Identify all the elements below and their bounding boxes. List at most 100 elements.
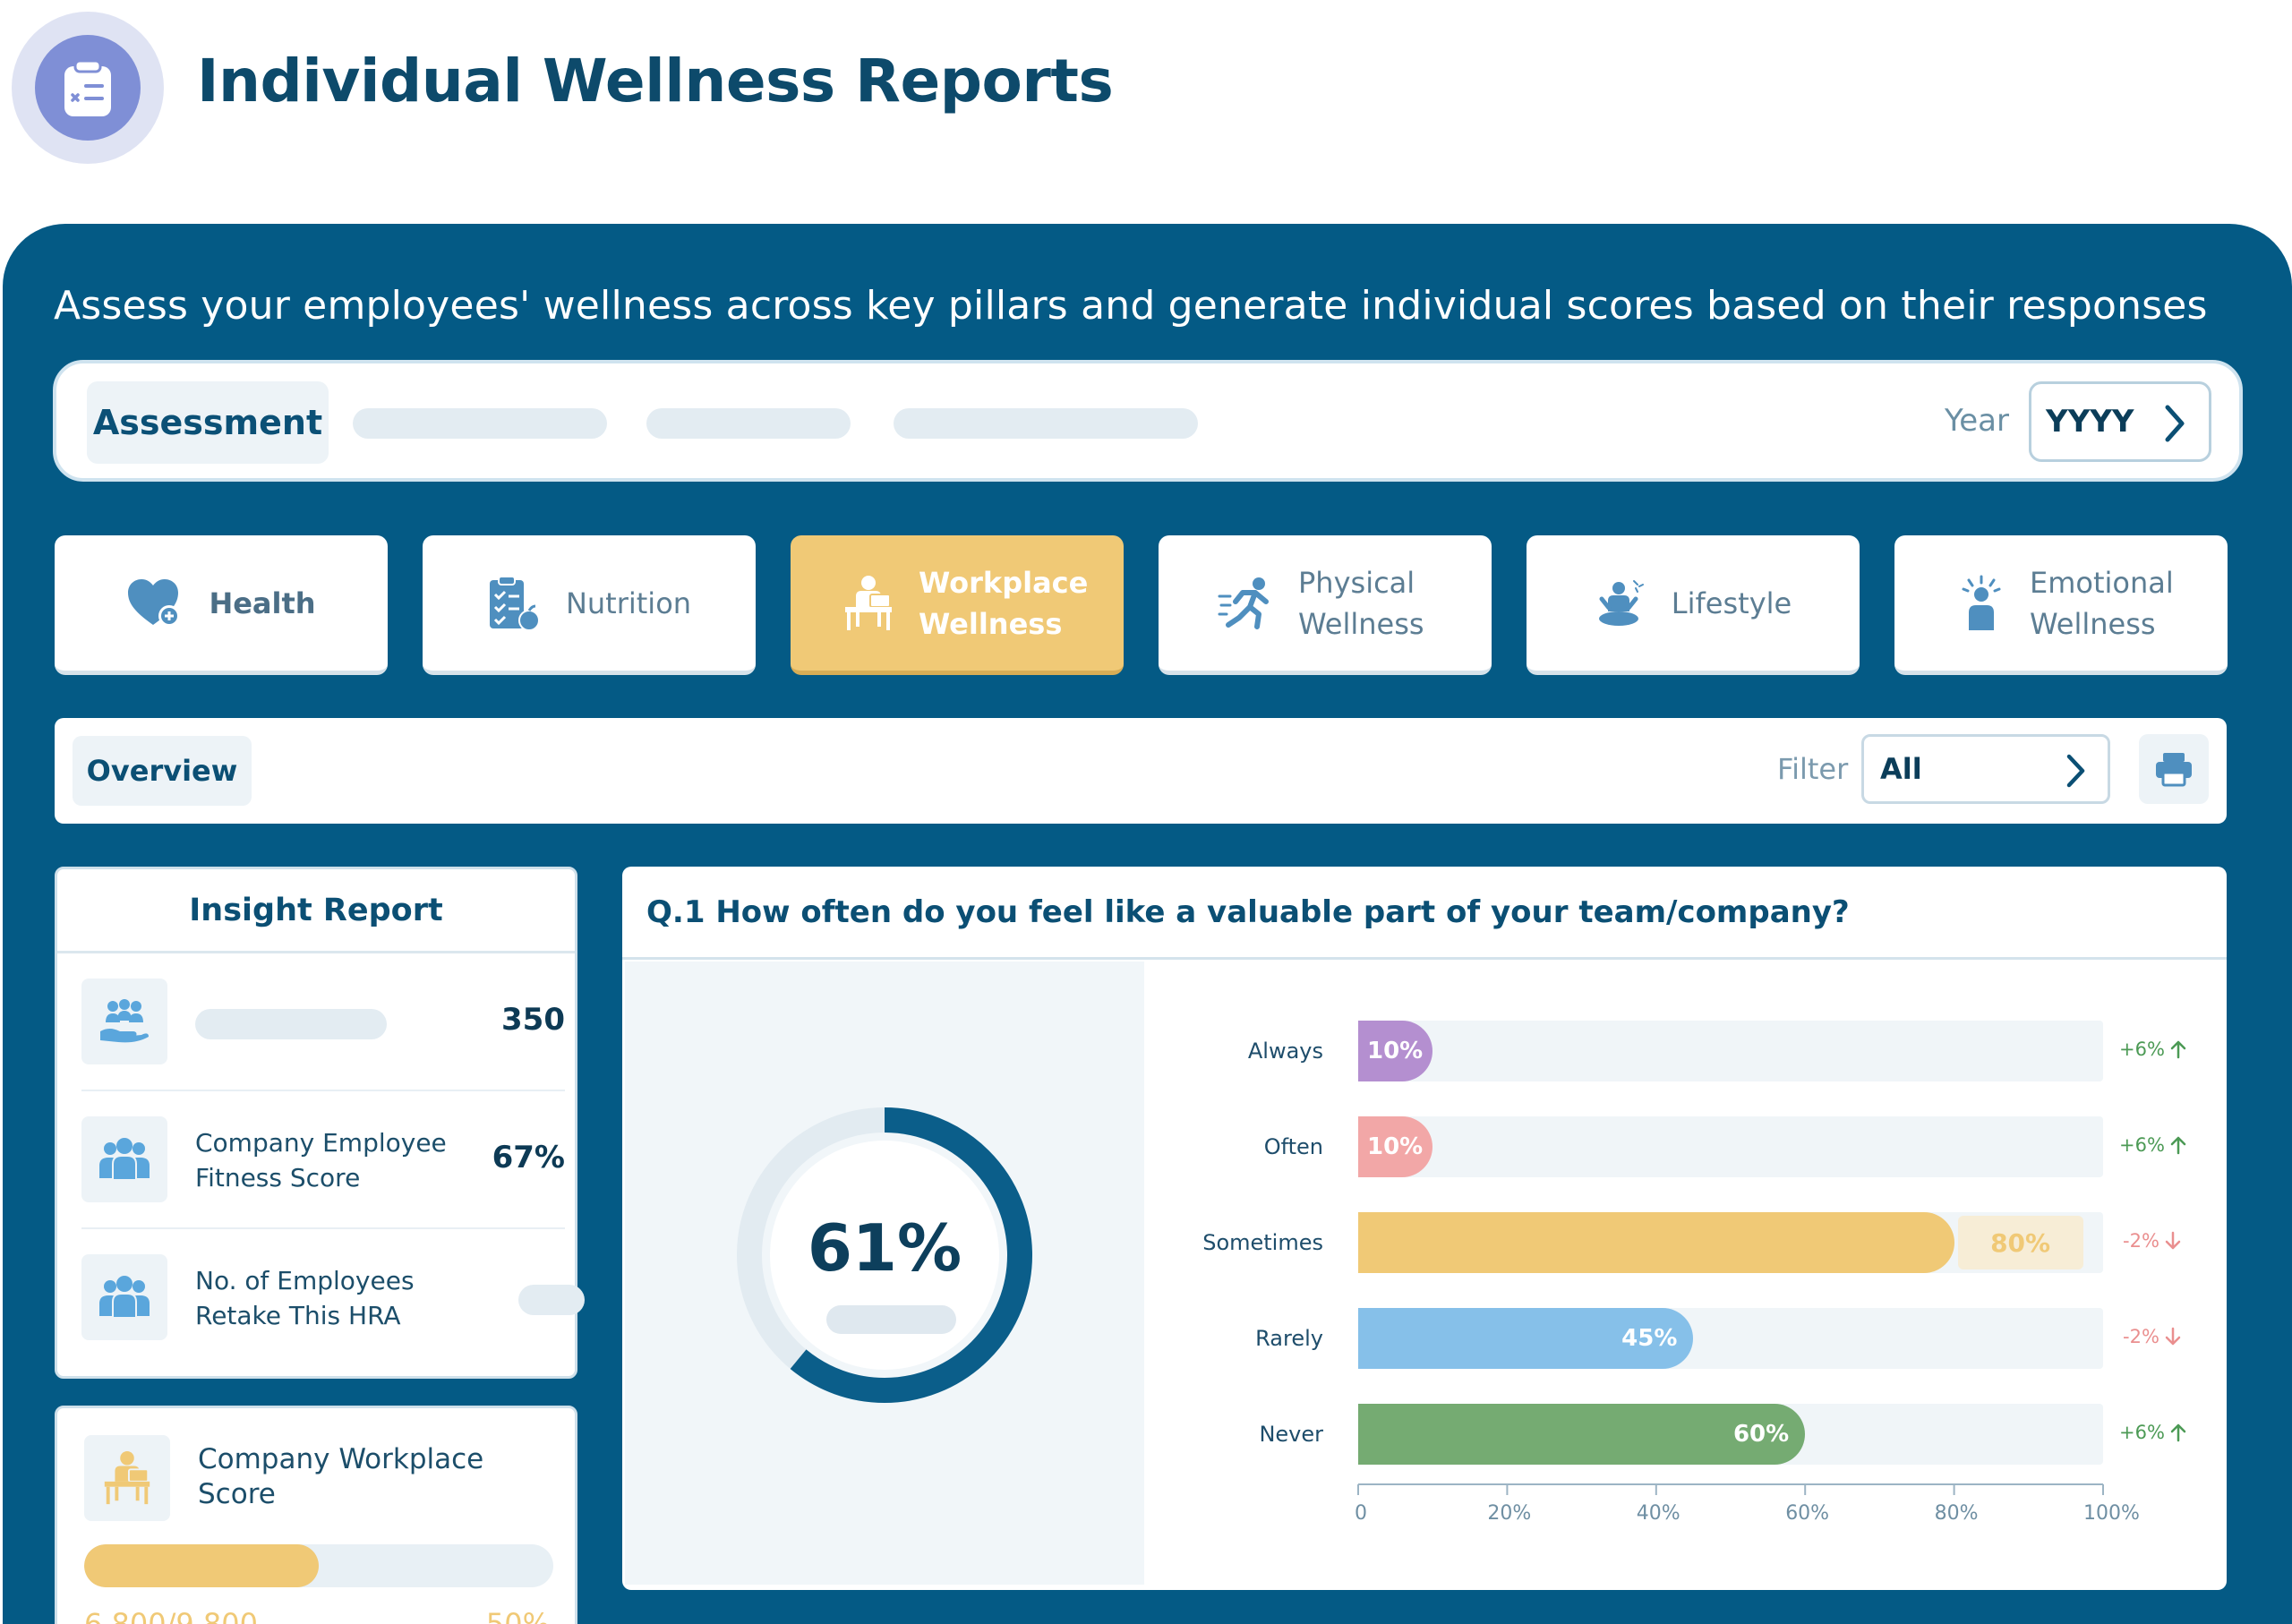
overall-percent: 61% (807, 1210, 962, 1286)
insight-value: 350 (501, 1002, 565, 1038)
response-bar-chart: Always 10% +6% Often 10% +6% Sometimes 80% -2% Ra… (622, 867, 2227, 1590)
change-value: -2% (2123, 1230, 2159, 1252)
bar-value-label: 45% (1621, 1325, 1678, 1352)
bar-value-label: 80% (1957, 1216, 2083, 1269)
desk-worker-icon (84, 1435, 170, 1521)
tab-label: Nutrition (565, 585, 692, 620)
bar-track (1358, 1021, 2103, 1081)
insight-report-card: Insight Report 350 Company Employee Fitn… (55, 867, 585, 1379)
workplace-score-value: 6,800/9,800 (84, 1607, 258, 1624)
change-value: +6% (2119, 1422, 2165, 1443)
desk-worker-icon (845, 575, 892, 630)
bar-value-label: 10% (1367, 1133, 1424, 1160)
page-title: Individual Wellness Reports (197, 47, 1114, 115)
tab-label: Emotional Wellness (2030, 565, 2174, 641)
insight-label: Company Employee Fitness Score (195, 1128, 447, 1192)
bar-change-indicator: -2% (2123, 1326, 2181, 1347)
placeholder-tab[interactable] (353, 408, 607, 439)
change-value: -2% (2123, 1326, 2159, 1347)
tab-nutrition[interactable]: Nutrition (423, 535, 756, 675)
people-group-icon (81, 1116, 167, 1202)
x-tick-label: 100% (2083, 1502, 2140, 1525)
panel-description: Assess your employees' wellness across k… (54, 283, 2208, 329)
bar-change-indicator: +6% (2119, 1134, 2186, 1156)
filter-label: Filter (1777, 752, 1849, 786)
x-axis (1357, 1483, 2104, 1495)
progress-fill (84, 1544, 319, 1587)
label-placeholder (195, 1009, 387, 1039)
chevron-right-icon (2066, 754, 2085, 788)
overview-bar: Overview Filter All (55, 718, 2227, 824)
tab-label: Workplace Wellness (919, 565, 1089, 641)
year-select[interactable]: YYYY (2029, 381, 2211, 462)
bar-change-indicator: +6% (2119, 1039, 2186, 1060)
insight-value: 67% (492, 1140, 565, 1175)
arrow-down-icon (2165, 1327, 2181, 1346)
bar-never[interactable]: 60% (1358, 1404, 1806, 1465)
arrow-up-icon (2170, 1040, 2186, 1059)
meditation-icon (1598, 579, 1644, 626)
question-card: Q.1 How often do you feel like a valuabl… (622, 867, 2227, 1590)
people-group-icon (81, 1254, 167, 1340)
bar-often[interactable]: 10% (1358, 1116, 1433, 1177)
workplace-score-card: Company Workplace Score 6,800/9,800 50% (55, 1406, 577, 1624)
checklist-apple-icon (489, 575, 540, 631)
x-tick-label: 40% (1636, 1502, 1681, 1525)
arrow-up-icon (2170, 1136, 2186, 1155)
bar-change-indicator: -2% (2123, 1230, 2181, 1252)
tab-physical-wellness[interactable]: Physical Wellness (1159, 535, 1492, 675)
bar-category-label: Always (1247, 1039, 1323, 1064)
year-value: YYYY (2046, 404, 2134, 440)
x-tick-label: 80% (1934, 1502, 1979, 1525)
assessment-bar: Assessment Year YYYY (53, 360, 2243, 482)
x-tick-label: 0 (1355, 1502, 1367, 1525)
tab-overview[interactable]: Overview (73, 736, 252, 806)
workplace-score-title: Company Workplace Score (198, 1443, 484, 1510)
insight-row: No. of Employees Retake This HRA (81, 1229, 585, 1367)
tab-label: Health (209, 585, 316, 620)
heart-plus-icon (128, 578, 181, 627)
question-title: Q.1 How often do you feel like a valuabl… (622, 867, 2227, 960)
bar-change-indicator: +6% (2119, 1422, 2186, 1443)
tab-emotional-wellness[interactable]: Emotional Wellness (1894, 535, 2228, 675)
placeholder-tab[interactable] (894, 408, 1198, 439)
tab-health[interactable]: Health (55, 535, 388, 675)
change-value: +6% (2119, 1134, 2165, 1156)
bar-always[interactable]: 10% (1358, 1021, 1433, 1081)
placeholder-tab[interactable] (646, 408, 851, 439)
bar-value-label: 60% (1732, 1421, 1790, 1448)
chevron-right-icon (2165, 405, 2185, 442)
hand-people-icon (81, 979, 167, 1064)
tab-label: Physical Wellness (1298, 565, 1424, 641)
tab-assessment[interactable]: Assessment (87, 381, 329, 464)
filter-value: All (1880, 752, 1922, 786)
bar-sometimes[interactable] (1358, 1212, 1954, 1273)
donut-pane: 61% (625, 962, 1144, 1585)
bar-rarely[interactable]: 45% (1358, 1308, 1694, 1369)
year-label: Year (1945, 403, 2009, 439)
tab-lifestyle[interactable]: Lifestyle (1527, 535, 1860, 675)
tab-label: Lifestyle (1671, 585, 1792, 620)
app-header: Individual Wellness Reports (0, 0, 2292, 188)
bar-category-label: Sometimes (1202, 1230, 1323, 1255)
bar-value-label: 10% (1367, 1038, 1424, 1064)
bar-category-label: Rarely (1255, 1326, 1323, 1351)
printer-icon (2156, 753, 2192, 787)
arrow-down-icon (2165, 1231, 2181, 1250)
change-value: +6% (2119, 1039, 2165, 1060)
filter-select[interactable]: All (1861, 734, 2110, 804)
bar-track (1358, 1116, 2103, 1177)
x-tick-label: 60% (1785, 1502, 1830, 1525)
insight-row: 350 (81, 953, 565, 1091)
stressed-person-icon (1962, 575, 2001, 630)
x-tick-label: 20% (1487, 1502, 1532, 1525)
clipboard-checklist-icon (12, 12, 164, 164)
donut-label-placeholder (826, 1305, 956, 1334)
arrow-up-icon (2170, 1423, 2186, 1442)
print-button[interactable] (2139, 734, 2209, 804)
workplace-score-percent: 50% (485, 1607, 550, 1624)
insight-title: Insight Report (57, 869, 575, 953)
bar-category-label: Often (1263, 1134, 1323, 1159)
insight-label: No. of Employees Retake This HRA (195, 1266, 415, 1330)
tab-workplace-wellness[interactable]: Workplace Wellness (791, 535, 1124, 675)
